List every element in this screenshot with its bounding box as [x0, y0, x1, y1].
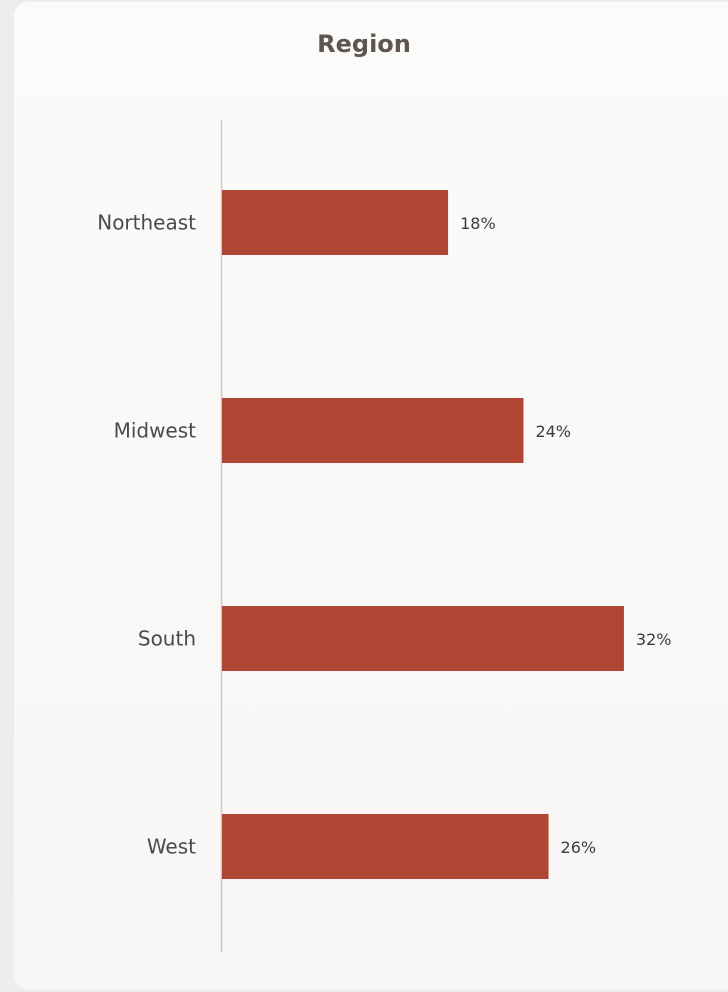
bars-layer: Northeast 18% Midwest 24% South 32% West 26% [97, 190, 671, 879]
category-label-west: West [147, 835, 196, 859]
bar-south [222, 606, 624, 671]
category-label-south: South [138, 627, 196, 651]
value-label-west: 26% [561, 838, 597, 857]
bar-northeast [222, 190, 448, 255]
category-label-midwest: Midwest [114, 419, 197, 443]
category-label-northeast: Northeast [97, 211, 196, 235]
bar-west [222, 814, 549, 879]
value-label-south: 32% [636, 630, 672, 649]
bar-midwest [222, 398, 523, 463]
value-label-northeast: 18% [460, 214, 496, 233]
value-label-midwest: 24% [535, 422, 571, 441]
